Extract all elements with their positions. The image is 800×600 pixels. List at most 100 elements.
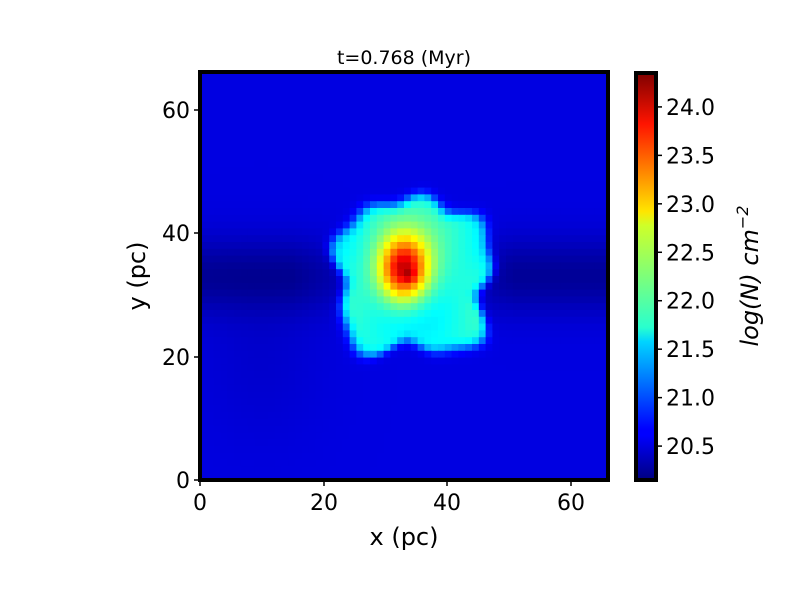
heatmap-cell xyxy=(574,303,582,311)
heatmap-cell xyxy=(329,153,337,161)
heatmap-cell xyxy=(302,174,310,182)
heatmap-cell xyxy=(200,269,208,277)
heatmap-cell xyxy=(492,337,500,345)
heatmap-cell xyxy=(315,310,323,318)
heatmap-cell xyxy=(424,201,432,209)
heatmap-cell xyxy=(336,99,344,107)
heatmap-cell xyxy=(363,357,371,365)
heatmap-cell xyxy=(363,439,371,447)
heatmap-cell xyxy=(560,187,568,195)
heatmap-cell xyxy=(342,473,351,481)
heatmap-cell xyxy=(240,371,249,379)
heatmap-cell xyxy=(268,146,276,155)
heatmap-cell xyxy=(526,126,534,134)
heatmap-cell xyxy=(540,323,548,331)
heatmap-cell xyxy=(465,425,473,433)
heatmap-cell xyxy=(274,208,283,216)
heatmap-cell xyxy=(546,282,555,291)
heatmap-cell xyxy=(363,208,371,216)
heatmap-cell xyxy=(322,439,330,447)
heatmap-cell xyxy=(574,466,582,474)
heatmap-cell xyxy=(410,276,419,284)
heatmap-cell xyxy=(492,201,500,209)
heatmap-cell xyxy=(206,146,215,155)
heatmap-cell xyxy=(342,221,351,229)
heatmap-cell xyxy=(247,269,255,277)
heatmap-cell xyxy=(336,235,344,243)
heatmap-cell xyxy=(438,262,446,270)
heatmap-cell xyxy=(254,384,262,393)
heatmap-cell xyxy=(302,289,310,297)
heatmap-cell xyxy=(363,174,371,182)
heatmap-cell xyxy=(240,106,249,114)
heatmap-cell xyxy=(336,92,344,100)
heatmap-cell xyxy=(404,466,412,474)
heatmap-cell xyxy=(594,296,602,304)
heatmap-cell xyxy=(356,153,364,161)
heatmap-cell xyxy=(451,194,459,202)
heatmap-cell xyxy=(431,242,439,250)
heatmap-cell xyxy=(546,310,555,318)
heatmap-cell xyxy=(200,418,208,427)
heatmap-cell xyxy=(553,466,561,474)
heatmap-cell xyxy=(472,160,480,168)
heatmap-cell xyxy=(458,391,466,399)
heatmap-cell xyxy=(288,78,296,87)
heatmap-cell xyxy=(274,432,283,440)
heatmap-cell xyxy=(200,459,208,467)
heatmap-cell xyxy=(567,439,575,447)
heatmap-cell xyxy=(444,398,453,406)
heatmap-cell xyxy=(315,350,323,359)
heatmap-cell xyxy=(492,72,500,80)
heatmap-cell xyxy=(349,446,357,454)
heatmap-cell xyxy=(526,323,534,331)
heatmap-cell xyxy=(431,412,439,420)
heatmap-cell xyxy=(200,303,208,311)
heatmap-cell xyxy=(512,446,521,454)
heatmap-cell xyxy=(315,344,323,352)
heatmap-cell xyxy=(240,201,249,209)
heatmap-cell xyxy=(594,146,602,155)
heatmap-cell xyxy=(506,228,514,236)
heatmap-cell xyxy=(336,126,344,134)
heatmap-cell xyxy=(200,228,208,236)
heatmap-cell xyxy=(274,174,283,182)
heatmap-cell xyxy=(261,221,269,229)
heatmap-cell xyxy=(553,276,561,284)
heatmap-cell xyxy=(574,276,582,284)
heatmap-cell xyxy=(390,384,398,393)
heatmap-cell xyxy=(472,248,480,257)
heatmap-cell xyxy=(431,391,439,399)
heatmap-cell xyxy=(356,398,364,406)
heatmap-cell xyxy=(492,160,500,168)
heatmap-cell xyxy=(594,174,602,182)
heatmap-cell xyxy=(580,92,589,100)
heatmap-cell xyxy=(492,466,500,474)
heatmap-cell xyxy=(206,119,215,127)
heatmap-cell xyxy=(492,228,500,236)
heatmap-cell xyxy=(492,276,500,284)
heatmap-cell xyxy=(567,425,575,433)
heatmap-cell xyxy=(601,140,609,148)
heatmap-cell xyxy=(404,412,412,420)
heatmap-cell xyxy=(261,99,269,107)
heatmap-cell xyxy=(431,160,439,168)
heatmap-cell xyxy=(363,194,371,202)
heatmap-cell xyxy=(397,473,405,481)
heatmap-cell xyxy=(431,398,439,406)
heatmap-cell xyxy=(458,174,466,182)
heatmap-cell xyxy=(342,310,351,318)
heatmap-cell xyxy=(472,412,480,420)
heatmap-cell xyxy=(519,371,527,379)
heatmap-cell xyxy=(220,371,228,379)
heatmap-cell xyxy=(540,126,548,134)
heatmap-cell xyxy=(444,412,453,420)
heatmap-cell xyxy=(451,167,459,175)
heatmap-cell xyxy=(376,248,385,257)
heatmap-cell xyxy=(472,459,480,467)
heatmap-cell xyxy=(322,391,330,399)
heatmap-cell xyxy=(533,391,541,399)
heatmap-cell xyxy=(200,133,208,141)
heatmap-cell xyxy=(302,269,310,277)
heatmap-cell xyxy=(342,167,351,175)
